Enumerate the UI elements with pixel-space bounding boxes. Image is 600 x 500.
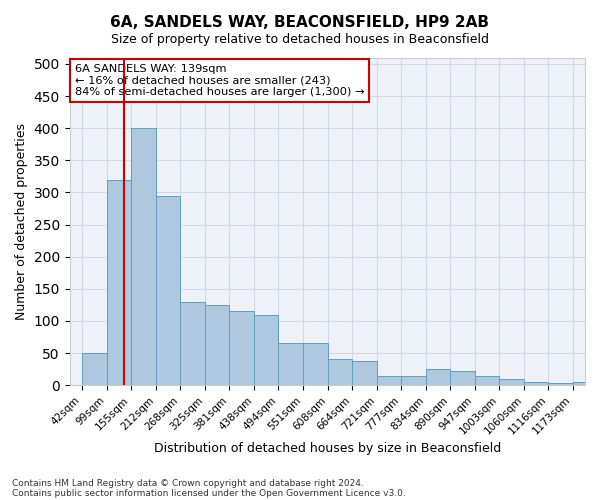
- Bar: [475, 376, 499, 385]
- Y-axis label: Number of detached properties: Number of detached properties: [15, 123, 28, 320]
- Bar: [156, 196, 180, 385]
- Bar: [278, 344, 303, 385]
- Text: 6A SANDELS WAY: 139sqm
← 16% of detached houses are smaller (243)
84% of semi-de: 6A SANDELS WAY: 139sqm ← 16% of detached…: [75, 64, 364, 98]
- Text: Contains HM Land Registry data © Crown copyright and database right 2024.: Contains HM Land Registry data © Crown c…: [12, 478, 364, 488]
- Bar: [205, 305, 229, 385]
- X-axis label: Distribution of detached houses by size in Beaconsfield: Distribution of detached houses by size …: [154, 442, 501, 455]
- Bar: [499, 379, 524, 385]
- Bar: [131, 128, 156, 385]
- Bar: [303, 344, 328, 385]
- Bar: [524, 382, 548, 385]
- Bar: [328, 360, 352, 385]
- Bar: [425, 369, 450, 385]
- Text: 6A, SANDELS WAY, BEACONSFIELD, HP9 2AB: 6A, SANDELS WAY, BEACONSFIELD, HP9 2AB: [110, 15, 490, 30]
- Bar: [107, 180, 131, 385]
- Text: Contains public sector information licensed under the Open Government Licence v3: Contains public sector information licen…: [12, 488, 406, 498]
- Bar: [82, 353, 107, 385]
- Text: Size of property relative to detached houses in Beaconsfield: Size of property relative to detached ho…: [111, 32, 489, 46]
- Bar: [450, 371, 475, 385]
- Bar: [401, 376, 425, 385]
- Bar: [377, 376, 401, 385]
- Bar: [572, 382, 598, 385]
- Bar: [254, 314, 278, 385]
- Bar: [229, 312, 254, 385]
- Bar: [352, 361, 377, 385]
- Bar: [548, 382, 572, 385]
- Bar: [180, 302, 205, 385]
